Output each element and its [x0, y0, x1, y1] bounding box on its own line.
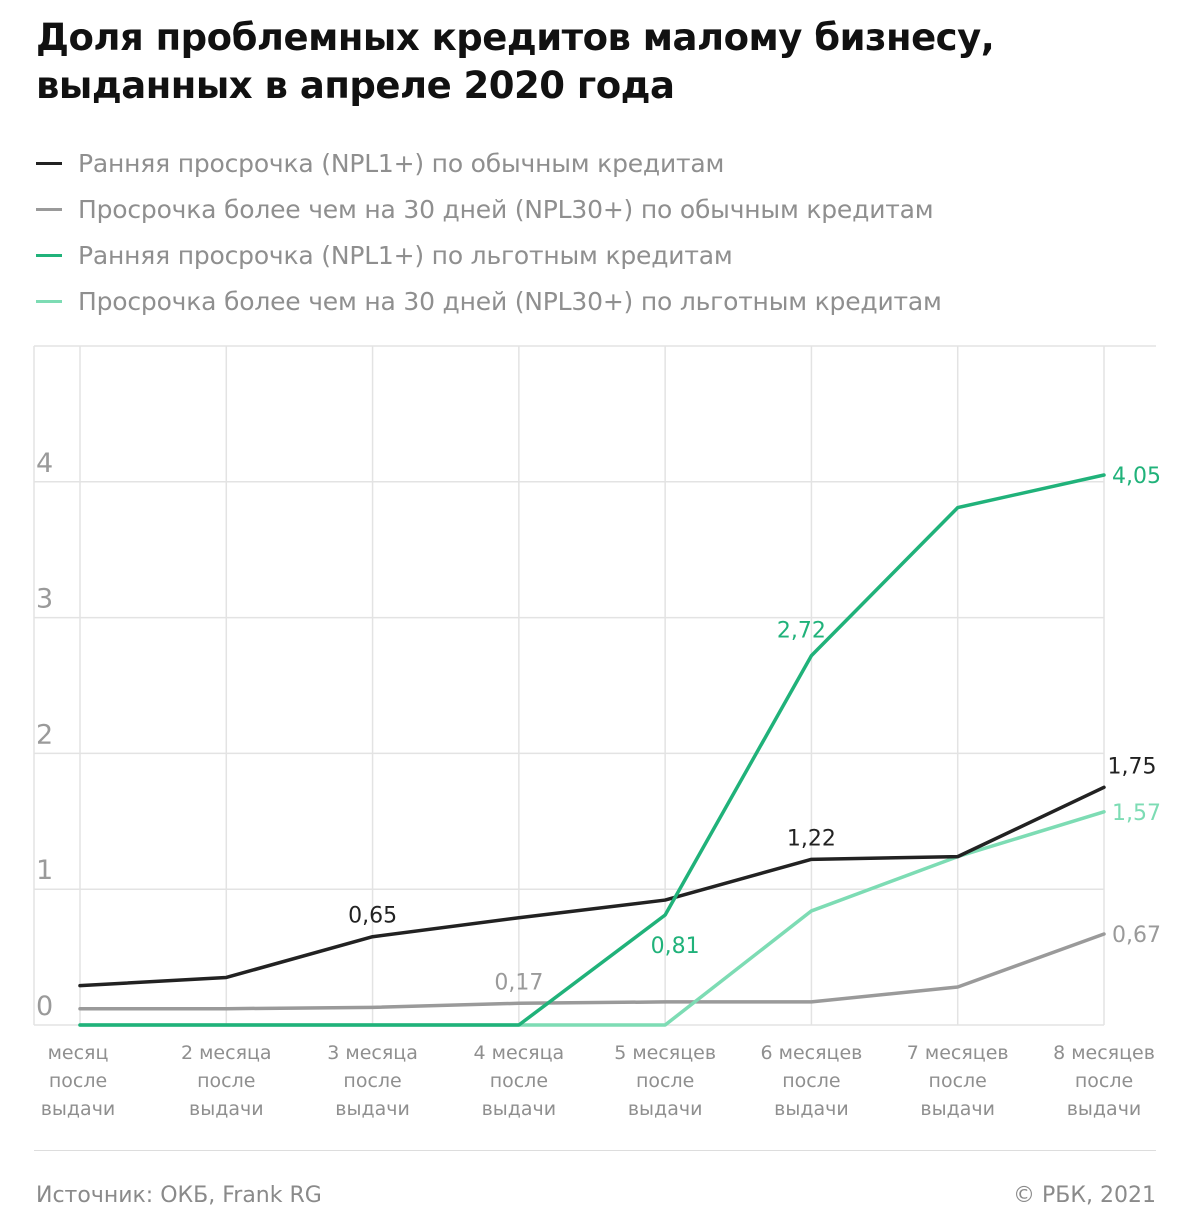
y-tick-label: 3 [36, 584, 53, 615]
data-label: 0,17 [494, 970, 543, 995]
data-label: 1,22 [787, 826, 836, 851]
x-tick-label: 5 месяцев после выдачи [614, 1042, 716, 1120]
x-tick-label: месяц после выдачи [41, 1042, 116, 1120]
x-tick-label: 2 месяца после выдачи [181, 1042, 272, 1120]
legend-swatch-npl30-preferential [36, 299, 62, 303]
legend-item-npl30-regular: Просрочка более чем на 30 дней (NPL30+) … [36, 186, 1156, 232]
x-tick-label: 4 месяца после выдачи [474, 1042, 565, 1120]
legend-swatch-npl1-regular [36, 161, 62, 165]
series-line-0 [78, 785, 1106, 988]
data-label: 1,75 [1108, 754, 1157, 779]
legend-item-npl30-preferential: Просрочка более чем на 30 дней (NPL30+) … [36, 278, 1156, 324]
source-note: Источник: ОКБ, Frank RG [36, 1183, 322, 1208]
chart-title-line-1: Доля проблемных кредитов малому бизнесу, [36, 16, 995, 59]
data-label: 0,67 [1112, 923, 1161, 948]
y-tick-label: 0 [36, 991, 53, 1022]
legend-item-npl1-regular: Ранняя просрочка (NPL1+) по обычным кред… [36, 140, 1156, 186]
legend: Ранняя просрочка (NPL1+) по обычным кред… [36, 140, 1156, 324]
x-tick-label: 7 месяцев после выдачи [907, 1042, 1009, 1120]
x-tick-label: 8 месяцев после выдачи [1053, 1042, 1155, 1120]
data-label: 1,57 [1112, 801, 1161, 826]
chart-title: Доля проблемных кредитов малому бизнесу,… [36, 14, 1156, 110]
copyright-note: © РБК, 2021 [1013, 1183, 1156, 1208]
series-line-1 [78, 932, 1106, 1011]
legend-label-npl1-regular: Ранняя просрочка (NPL1+) по обычным кред… [78, 148, 725, 178]
line-chart: 0 1 2 3 4 месяц после выдачи 2 месяца после выдачи… [33, 345, 1161, 1120]
legend-label-npl30-regular: Просрочка более чем на 30 дней (NPL30+) … [78, 194, 934, 224]
footer-divider [34, 1150, 1156, 1151]
legend-label-npl30-preferential: Просрочка более чем на 30 дней (NPL30+) … [78, 286, 942, 316]
y-tick-label: 2 [36, 719, 53, 750]
series-line-2 [78, 473, 1106, 1027]
y-tick-label: 4 [36, 448, 53, 479]
x-tick-label: 3 месяца после выдачи [327, 1042, 418, 1120]
legend-swatch-npl30-regular [36, 207, 62, 211]
legend-swatch-npl1-preferential [36, 253, 62, 257]
data-label: 4,05 [1112, 464, 1161, 489]
legend-item-npl1-preferential: Ранняя просрочка (NPL1+) по льготным кре… [36, 232, 1156, 278]
data-label: 0,81 [651, 934, 700, 959]
x-tick-label: 6 месяцев после выдачи [760, 1042, 862, 1120]
chart-title-line-2: выданных в апреле 2020 года [36, 64, 675, 107]
series-line-3 [78, 810, 1106, 1027]
legend-label-npl1-preferential: Ранняя просрочка (NPL1+) по льготным кре… [78, 240, 733, 270]
data-label: 2,72 [777, 619, 826, 644]
data-label: 0,65 [348, 904, 397, 929]
y-tick-label: 1 [36, 855, 53, 886]
